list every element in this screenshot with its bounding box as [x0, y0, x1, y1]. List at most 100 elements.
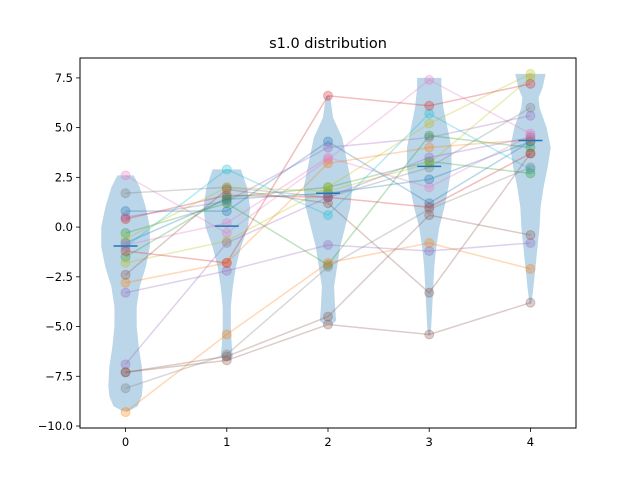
data-point — [221, 228, 232, 239]
data-point — [424, 74, 435, 85]
data-point — [424, 287, 435, 298]
series-line — [125, 134, 531, 266]
data-point — [120, 367, 131, 378]
data-point — [120, 212, 131, 223]
series-line — [125, 214, 531, 374]
data-point — [424, 198, 435, 209]
data-point — [323, 261, 333, 272]
chart-title: s1.0 distribution — [269, 36, 387, 52]
data-point — [525, 134, 536, 145]
data-point — [221, 355, 232, 366]
data-point — [323, 142, 333, 153]
violin-body — [510, 73, 551, 304]
data-point — [323, 319, 333, 330]
data-point — [323, 152, 333, 163]
data-point — [525, 230, 536, 241]
data-point — [525, 164, 536, 175]
data-point — [525, 148, 536, 159]
data-point — [120, 277, 131, 288]
data-point — [120, 241, 131, 252]
medians-layer — [113, 139, 543, 247]
data-point — [424, 130, 435, 141]
data-point — [221, 238, 232, 248]
series-line — [125, 160, 531, 258]
data-point — [525, 68, 536, 79]
data-point — [525, 72, 536, 83]
data-point — [424, 162, 435, 173]
data-point — [424, 142, 435, 153]
data-point — [221, 182, 232, 193]
data-point — [525, 142, 536, 153]
data-point — [525, 78, 536, 89]
data-point — [221, 257, 232, 268]
violin-body — [101, 175, 150, 412]
data-point — [525, 136, 536, 147]
data-point — [120, 170, 131, 181]
data-point — [424, 329, 435, 340]
data-point — [323, 239, 333, 250]
series-line — [125, 140, 531, 212]
y-tick-label: −2.5 — [45, 270, 73, 284]
data-point — [221, 196, 232, 207]
series-line — [125, 73, 531, 264]
data-point — [323, 259, 333, 270]
series-line — [125, 134, 531, 246]
data-point — [120, 257, 131, 268]
x-tick-label: 3 — [426, 435, 433, 449]
series-line — [125, 153, 532, 294]
data-point — [221, 194, 232, 205]
data-point — [525, 128, 536, 139]
y-tick-label: −10.0 — [38, 419, 73, 433]
data-point — [424, 174, 435, 185]
data-point — [424, 204, 435, 215]
data-point — [221, 198, 232, 209]
data-point — [120, 287, 131, 298]
series-line — [125, 152, 531, 220]
data-point — [221, 329, 232, 340]
data-point — [221, 190, 232, 201]
data-point — [221, 349, 232, 360]
data-point — [120, 214, 131, 225]
violins-layer — [101, 73, 551, 412]
y-tick-label: 5.0 — [55, 121, 73, 135]
data-point — [120, 269, 131, 280]
data-point — [120, 206, 131, 217]
data-point — [424, 202, 435, 213]
data-point — [221, 184, 232, 195]
data-point — [221, 257, 232, 268]
data-point — [424, 108, 435, 119]
data-point — [323, 257, 333, 268]
data-point — [323, 90, 333, 101]
data-point — [120, 188, 131, 199]
data-point — [120, 407, 131, 418]
data-point — [323, 311, 333, 322]
y-tick-label: −5.0 — [45, 320, 73, 334]
y-tick-label: 2.5 — [55, 170, 73, 184]
x-tick-label: 2 — [324, 435, 331, 449]
data-point — [424, 100, 435, 111]
data-point — [424, 182, 435, 193]
data-point — [525, 148, 536, 159]
data-point — [221, 164, 232, 175]
data-point — [120, 239, 131, 250]
data-point — [120, 367, 131, 378]
violin-body — [303, 95, 353, 325]
series-line — [125, 301, 531, 374]
data-point — [323, 158, 333, 169]
data-point — [323, 198, 333, 209]
data-point — [424, 238, 435, 248]
data-point — [120, 383, 131, 394]
data-point — [323, 182, 333, 193]
violin-body — [406, 77, 452, 336]
x-tick-label: 4 — [527, 435, 534, 449]
series-line — [125, 242, 531, 413]
data-point — [120, 245, 131, 256]
data-point — [120, 228, 131, 239]
series-line — [125, 112, 531, 248]
data-point — [323, 136, 333, 147]
data-point — [525, 102, 536, 113]
data-point — [525, 168, 536, 179]
data-point — [221, 206, 232, 217]
